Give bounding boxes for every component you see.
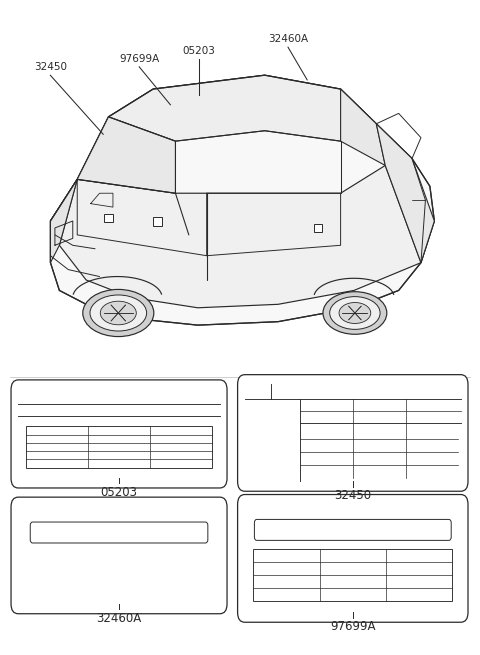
Polygon shape: [50, 75, 434, 325]
Ellipse shape: [90, 295, 146, 331]
Bar: [26, 426, 212, 468]
Polygon shape: [341, 89, 385, 166]
Polygon shape: [50, 179, 77, 263]
Polygon shape: [60, 166, 421, 308]
FancyBboxPatch shape: [238, 375, 468, 491]
Ellipse shape: [323, 291, 387, 334]
Ellipse shape: [330, 297, 380, 329]
Polygon shape: [376, 124, 434, 263]
Bar: [153, 217, 162, 225]
Polygon shape: [108, 75, 376, 141]
Text: 32450: 32450: [334, 489, 372, 502]
Ellipse shape: [100, 301, 136, 325]
Text: 32460A: 32460A: [268, 34, 308, 44]
FancyBboxPatch shape: [11, 497, 227, 614]
Text: 32460A: 32460A: [96, 612, 142, 625]
Text: 05203: 05203: [100, 486, 138, 499]
Polygon shape: [77, 117, 175, 193]
FancyBboxPatch shape: [11, 380, 227, 488]
Polygon shape: [50, 179, 189, 255]
Bar: [253, 549, 452, 601]
Ellipse shape: [83, 290, 154, 337]
FancyBboxPatch shape: [238, 495, 468, 622]
Text: 97699A: 97699A: [330, 620, 375, 633]
Bar: [314, 224, 322, 232]
Text: 05203: 05203: [183, 46, 216, 56]
Ellipse shape: [339, 303, 371, 324]
Bar: [104, 214, 113, 222]
Text: 97699A: 97699A: [119, 54, 159, 64]
Text: 32450: 32450: [34, 62, 67, 72]
